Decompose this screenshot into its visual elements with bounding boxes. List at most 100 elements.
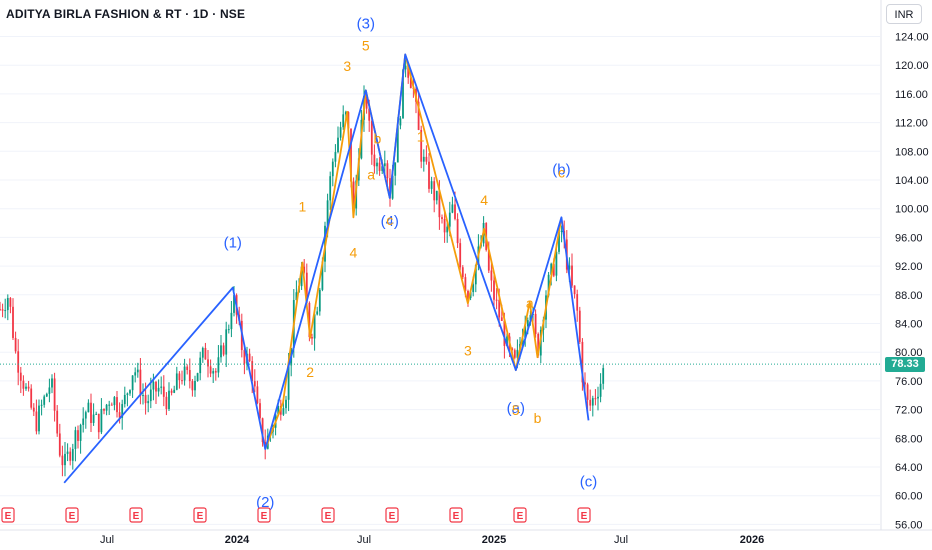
candle-body xyxy=(233,295,235,313)
candle-body xyxy=(285,399,287,409)
wave-label: (b) xyxy=(552,161,570,178)
candle-body xyxy=(217,357,220,373)
candle-body xyxy=(186,366,189,371)
earnings-marker-label: E xyxy=(197,511,204,522)
candle-body xyxy=(168,390,170,410)
x-tick-label: Jul xyxy=(614,534,628,546)
candle-body xyxy=(35,411,38,432)
y-tick-label: 76.00 xyxy=(895,376,923,388)
candle-body xyxy=(139,369,142,396)
candle-body xyxy=(32,407,35,412)
candle-body xyxy=(524,326,527,339)
candle-body xyxy=(157,387,160,392)
candle-body xyxy=(183,366,186,381)
candle-body xyxy=(308,302,311,338)
earnings-marker-label: E xyxy=(133,511,140,522)
earnings-marker[interactable] xyxy=(257,507,271,523)
candle-body xyxy=(251,361,254,382)
currency-button[interactable]: INR xyxy=(886,4,922,24)
y-tick-label: 112.00 xyxy=(895,118,928,130)
wave-label: b xyxy=(373,131,381,147)
y-tick-label: 68.00 xyxy=(895,433,923,445)
y-tick-label: 96.00 xyxy=(895,232,923,244)
candle-body xyxy=(571,265,573,286)
candle-body xyxy=(399,118,402,126)
candle-body xyxy=(58,433,61,456)
candle-body xyxy=(454,204,456,219)
candle-body xyxy=(516,349,519,358)
candle-body xyxy=(84,412,87,419)
candle-body xyxy=(9,298,12,307)
earnings-marker-label: E xyxy=(69,511,76,522)
earnings-marker[interactable] xyxy=(321,507,335,523)
candle-body xyxy=(95,413,98,415)
earnings-marker[interactable] xyxy=(449,507,463,523)
wave-label: a xyxy=(526,295,534,311)
candle-body xyxy=(602,368,605,384)
candle-body xyxy=(61,455,64,466)
candle-body xyxy=(287,365,290,400)
earnings-marker[interactable] xyxy=(385,507,399,523)
candle-body xyxy=(113,397,116,406)
last-price-badge: 78.33 xyxy=(885,357,925,372)
wave-label: 3 xyxy=(343,58,351,74)
candle-body xyxy=(121,404,124,418)
candle-body xyxy=(472,284,475,293)
candle-body xyxy=(430,181,433,189)
wave-label: (1) xyxy=(224,235,242,252)
candle-body xyxy=(48,387,51,394)
earnings-marker[interactable] xyxy=(577,507,591,523)
candle-body xyxy=(526,320,529,327)
wave-label: c xyxy=(558,164,565,180)
candle-body xyxy=(295,292,298,301)
wave-label: c xyxy=(386,212,393,228)
earnings-marker[interactable] xyxy=(129,507,143,523)
candle-body xyxy=(64,453,66,466)
candle-body xyxy=(459,243,462,268)
earnings-marker[interactable] xyxy=(193,507,207,523)
wave-orange-path[interactable] xyxy=(264,53,563,450)
candle-body xyxy=(147,401,150,404)
candle-body xyxy=(321,261,324,290)
candle-body xyxy=(129,390,131,394)
y-tick-label: 64.00 xyxy=(895,462,923,474)
candle-body xyxy=(386,163,389,179)
candle-body xyxy=(329,176,332,201)
wave-label: 1 xyxy=(417,128,425,144)
candle-body xyxy=(220,345,222,358)
earnings-marker[interactable] xyxy=(513,507,527,523)
earnings-marker[interactable] xyxy=(1,507,15,523)
candle-body xyxy=(511,348,514,351)
candle-body xyxy=(204,347,207,360)
y-tick-label: 124.00 xyxy=(895,32,929,44)
candle-body xyxy=(373,154,376,167)
y-tick-label: 84.00 xyxy=(895,319,923,331)
candle-body xyxy=(305,272,308,303)
candle-body xyxy=(451,204,454,213)
wave-label: (2) xyxy=(256,494,274,511)
candle-body xyxy=(555,251,558,276)
candle-body xyxy=(162,386,165,397)
candle-body xyxy=(584,382,586,385)
earnings-marker[interactable] xyxy=(65,507,79,523)
candle-body xyxy=(230,312,233,330)
candle-body xyxy=(77,430,79,441)
candle-body xyxy=(396,125,399,163)
earnings-marker-label: E xyxy=(5,511,12,522)
candle-body xyxy=(277,405,280,415)
candle-body xyxy=(74,430,77,449)
candle-body xyxy=(490,270,493,281)
candle-body xyxy=(568,265,571,270)
y-tick-label: 104.00 xyxy=(895,175,929,187)
candle-body xyxy=(116,397,118,413)
candle-body xyxy=(222,345,225,355)
candle-body xyxy=(581,341,584,383)
wave-blue-path[interactable] xyxy=(63,53,590,484)
candle-body xyxy=(552,263,555,276)
candle-body xyxy=(578,310,581,342)
candle-body xyxy=(175,373,178,390)
y-tick-label: 80.00 xyxy=(895,347,923,359)
candle-body xyxy=(547,274,550,296)
candle-body xyxy=(256,386,259,404)
